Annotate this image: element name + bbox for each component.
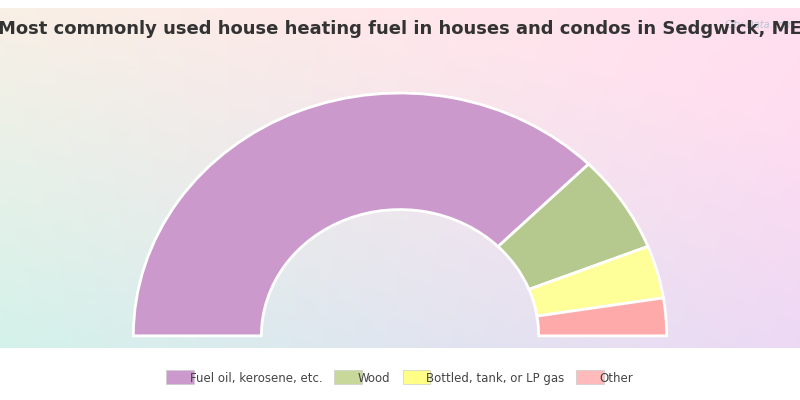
Wedge shape: [134, 93, 589, 336]
Legend: Fuel oil, kerosene, etc., Wood, Bottled, tank, or LP gas, Other: Fuel oil, kerosene, etc., Wood, Bottled,…: [162, 368, 638, 390]
Text: City-Data.com: City-Data.com: [725, 20, 794, 30]
Wedge shape: [498, 164, 648, 289]
Text: Most commonly used house heating fuel in houses and condos in Sedgwick, ME: Most commonly used house heating fuel in…: [0, 20, 800, 38]
Wedge shape: [537, 298, 666, 336]
Wedge shape: [529, 246, 663, 316]
